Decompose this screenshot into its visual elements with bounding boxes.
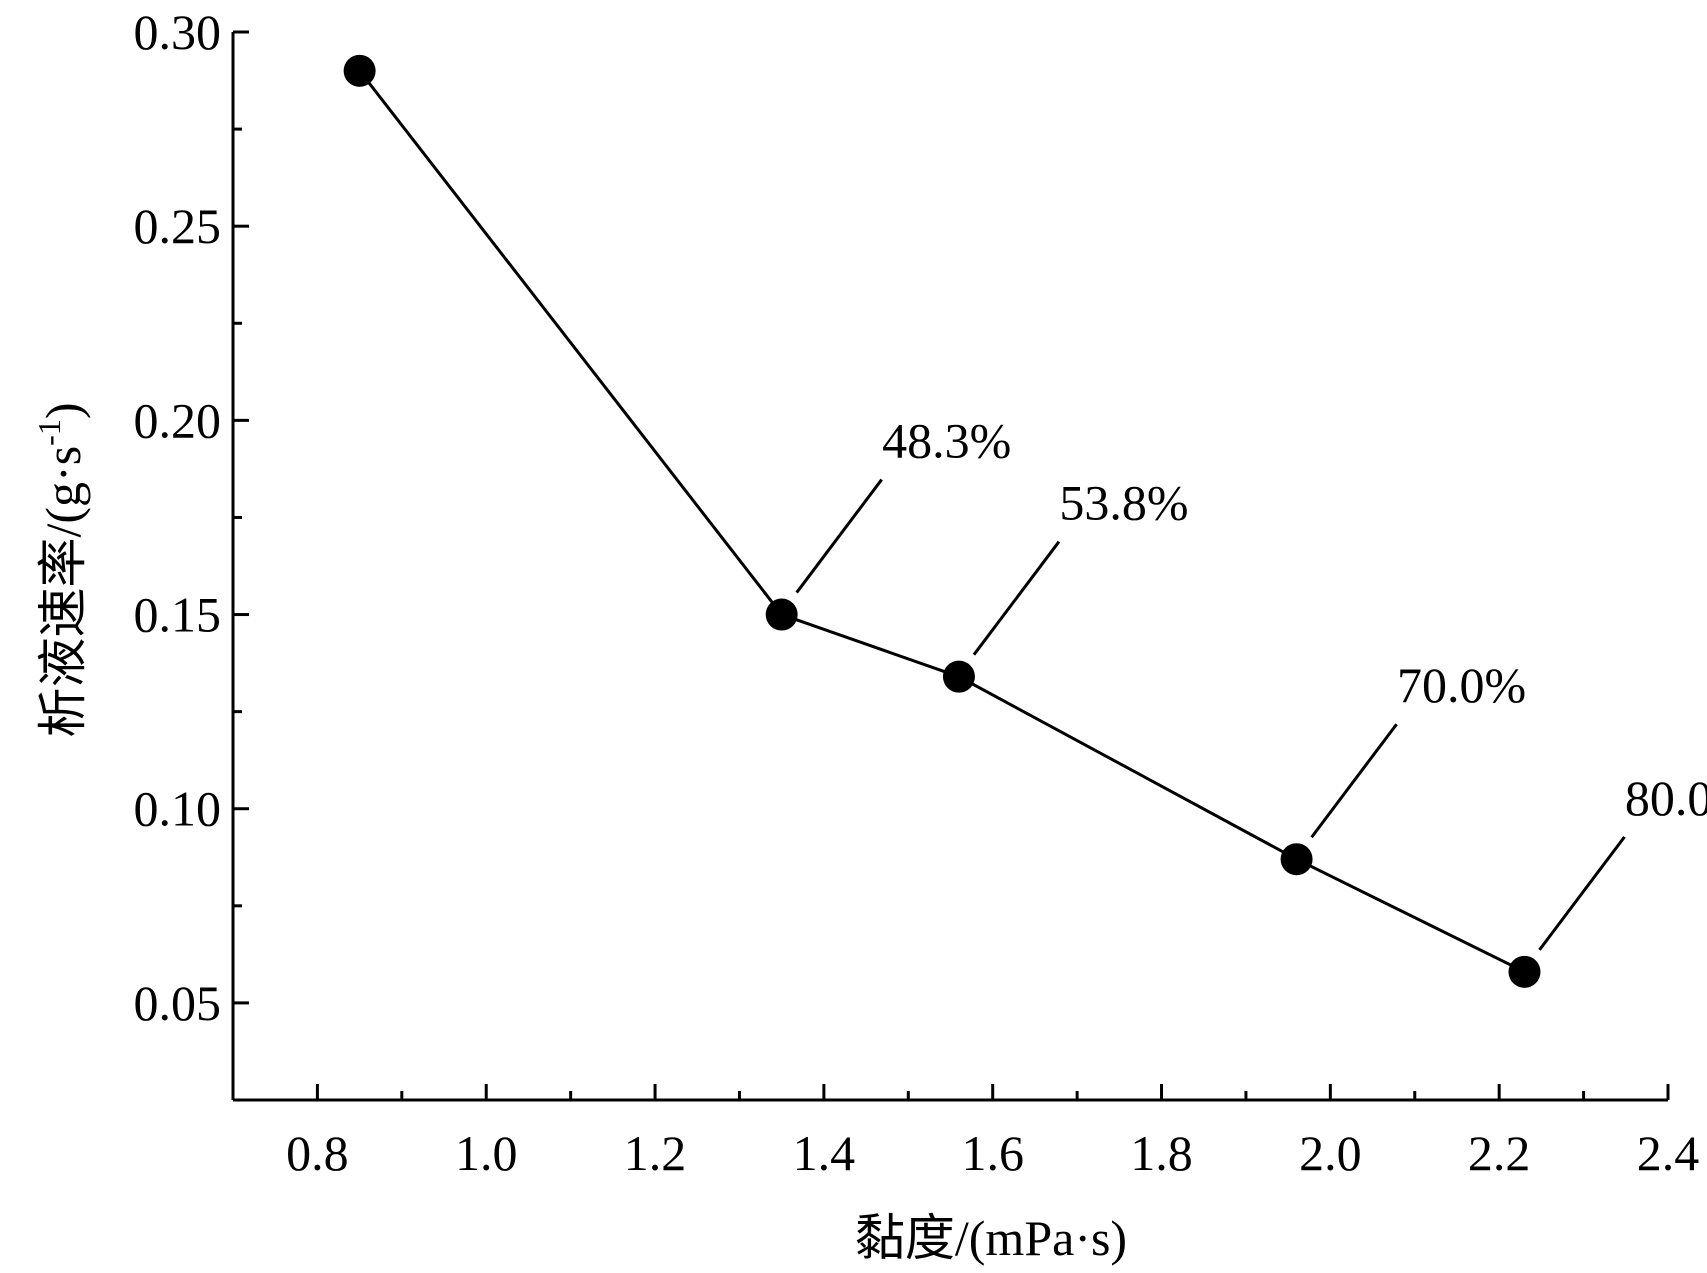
annotation-leader [795, 478, 883, 594]
annotations-group: 48.3% 53.8% 70.0% 80.0% [795, 413, 1707, 951]
x-tick-label: 1.6 [961, 1125, 1024, 1181]
x-tick-label: 1.2 [624, 1125, 687, 1181]
y-tick-label: 0.15 [134, 587, 222, 643]
x-tick-label: 2.4 [1637, 1125, 1700, 1181]
x-tick-label: 2.2 [1468, 1125, 1531, 1181]
y-axis-title-end: ) [35, 403, 91, 420]
y-tick-label: 0.30 [134, 4, 222, 60]
y-axis-title-superscript: -1 [31, 419, 67, 446]
x-tick-label: 1.0 [455, 1125, 518, 1181]
annotation-label: 80.0% [1625, 770, 1707, 826]
x-axis-title: 黏度/(mPa·s) [855, 1210, 1127, 1266]
y-axis-title: 析液速率/(g·s-1) [31, 403, 91, 738]
annotation-label: 48.3% [882, 413, 1011, 469]
y-tick-label: 0.25 [134, 198, 222, 254]
axes: 0.8 1.0 1.2 1.4 1.6 1.8 2.0 2.2 2.4 0.05 0.10 0.15 0… [134, 4, 1700, 1181]
annotation-leader [1310, 723, 1398, 839]
data-point [343, 54, 376, 87]
y-axis-title-main: 析液速率/(g·s [35, 446, 91, 738]
annotation-leader [972, 540, 1061, 656]
annotation-leader [1538, 835, 1626, 951]
y-tick-label: 0.05 [134, 975, 222, 1031]
y-tick-label: 0.10 [134, 781, 222, 837]
data-point [1508, 955, 1541, 988]
data-point [765, 598, 798, 631]
y-axis-title-group: 析液速率/(g·s-1) [31, 403, 91, 738]
x-tick-label: 1.8 [1130, 1125, 1193, 1181]
data-point [942, 660, 975, 693]
x-tick-label: 0.8 [286, 1125, 349, 1181]
series-line [358, 69, 1526, 974]
data-point [1280, 843, 1313, 876]
x-tick-label: 2.0 [1299, 1125, 1362, 1181]
annotation-label: 53.8% [1059, 475, 1188, 531]
y-tick-label: 0.20 [134, 392, 222, 448]
series-group [343, 54, 1541, 988]
x-tick-label: 1.4 [793, 1125, 856, 1181]
annotation-label: 70.0% [1397, 657, 1526, 713]
